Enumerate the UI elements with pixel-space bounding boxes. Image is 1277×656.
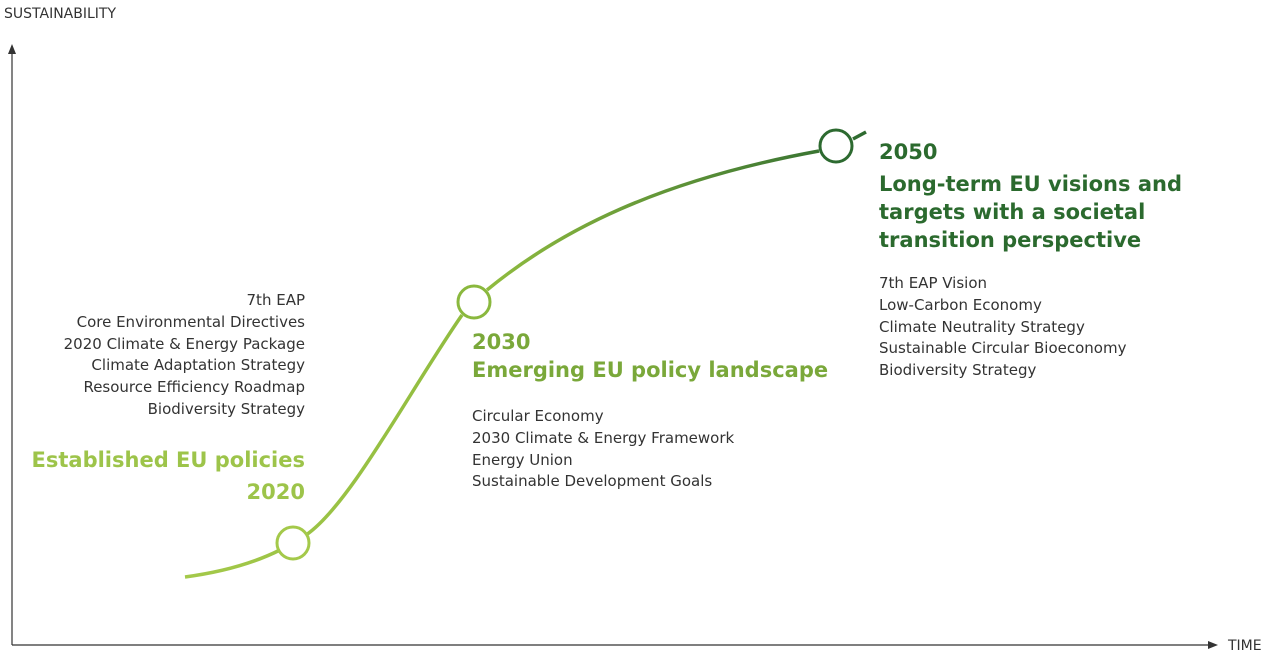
- year: 2050: [879, 140, 938, 164]
- list-item: 7th EAP Vision: [879, 274, 988, 292]
- x-axis-label: TIME: [1228, 638, 1262, 654]
- x-arrow: [1208, 641, 1218, 649]
- title: Established EU policies: [31, 448, 305, 472]
- title: Emerging EU policy landscape: [472, 358, 829, 382]
- y-axis-label: SUSTAINABILITY: [4, 6, 117, 22]
- list-item: 2030 Climate & Energy Framework: [472, 428, 735, 447]
- list-item: Core Environmental Directives: [76, 312, 305, 331]
- list-item: 7th EAP: [246, 291, 305, 309]
- list-item: Climate Adaptation Strategy: [91, 356, 305, 375]
- list-item: Biodiversity Strategy: [147, 399, 305, 418]
- list-item: Low-Carbon Economy: [879, 295, 1042, 314]
- list-item: Resource Efficiency Roadmap: [83, 378, 305, 397]
- list-item: Sustainable Circular Bioeconomy: [879, 339, 1127, 358]
- list-2030: Circular Economy 2030 Climate & Energy Fr…: [472, 406, 734, 493]
- heading-2050: 2050 Long-term EU visions and targets wit…: [879, 138, 1189, 254]
- list-2050: 7th EAP Vision Low-Carbon Economy Climate …: [879, 273, 1126, 382]
- y-arrow: [8, 44, 16, 54]
- year: 2020: [246, 480, 305, 504]
- milestone-2050: [818, 128, 854, 164]
- list-item: Energy Union: [472, 450, 573, 469]
- curve: [184, 130, 867, 579]
- heading-2030: 2030 Emerging EU policy landscape: [472, 328, 828, 384]
- milestone-2030: [456, 284, 492, 320]
- heading-2020: Established EU policies 2020: [32, 446, 305, 506]
- list-item: Circular Economy: [472, 407, 604, 425]
- list-item: Sustainable Development Goals: [472, 472, 713, 491]
- year: 2030: [472, 330, 531, 354]
- list-item: 2020 Climate & Energy Package: [63, 334, 305, 353]
- list-2020: 7th EAP Core Environmental Directives 2020…: [64, 290, 305, 421]
- list-item: Biodiversity Strategy: [879, 361, 1037, 380]
- title: Long-term EU visions and targets with a …: [879, 172, 1182, 252]
- milestone-2020: [275, 525, 311, 561]
- list-item: Climate Neutrality Strategy: [879, 317, 1085, 336]
